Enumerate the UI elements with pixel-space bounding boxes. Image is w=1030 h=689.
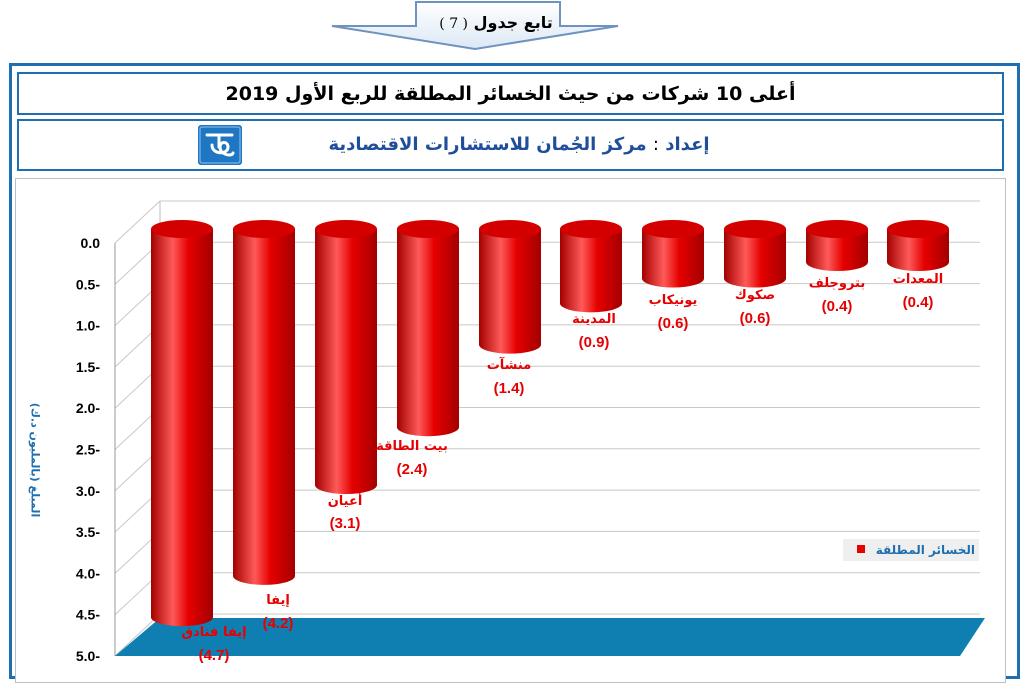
continuation-text: تابع جدول — [473, 13, 553, 32]
y-tick-label: 2.5- — [76, 442, 100, 458]
bar — [315, 220, 377, 495]
legend-swatch — [857, 545, 865, 553]
data-label: (0.6) — [740, 310, 771, 327]
chart-floor — [115, 618, 985, 656]
legend: الخسائر المطلقة — [843, 539, 979, 561]
legend-label: الخسائر المطلقة — [875, 543, 975, 557]
data-label: (4.7) — [199, 647, 230, 664]
bar — [724, 220, 786, 288]
data-label: (3.1) — [330, 515, 361, 532]
bar — [151, 220, 213, 627]
category-label: يونيكاب — [649, 293, 698, 308]
data-label: (2.4) — [397, 461, 428, 478]
y-tick-label: 4.0- — [76, 565, 100, 581]
category-label: المعدات — [893, 272, 943, 287]
prepared-by-box: إعداد : مركز الجُمان للاستشارات الاقتصاد… — [17, 119, 1004, 171]
grid-side-line — [114, 200, 161, 244]
data-label: (1.4) — [494, 380, 525, 397]
y-tick-label: 3.0- — [76, 483, 100, 499]
bar — [642, 220, 704, 288]
bar — [397, 220, 459, 437]
category-label: بيت الطاقة — [376, 439, 448, 454]
data-label: (4.2) — [263, 615, 294, 632]
y-tick-label: 1.0- — [76, 318, 100, 334]
category-label: إيفا فنادق — [181, 625, 246, 640]
y-tick-label: 4.5- — [76, 607, 100, 623]
continuation-label: تابع جدول ( 7 ) — [418, 8, 574, 38]
category-label: أعيان — [328, 492, 363, 509]
bar — [887, 220, 949, 272]
y-tick-label: 2.0- — [76, 400, 100, 416]
y-tick-label: 1.5- — [76, 359, 100, 375]
category-label: إيفا — [266, 593, 290, 608]
bar — [560, 220, 622, 313]
bar — [806, 220, 868, 272]
category-label: المدينة — [572, 312, 616, 327]
y-tick-label: 0.0 — [81, 235, 101, 251]
y-axis-label: المبلغ (بالمليون د.ك) — [28, 402, 42, 518]
data-label: (0.4) — [903, 294, 934, 311]
data-label: (0.9) — [579, 334, 610, 351]
category-label: منشآت — [487, 356, 532, 373]
prepared-by-text: إعداد : مركز الجُمان للاستشارات الاقتصاد… — [309, 121, 729, 169]
continuation-arrow-icon — [331, 1, 619, 50]
y-tick-label: 0.5- — [76, 276, 100, 292]
chart-title: أعلى 10 شركات من حيث الخسائر المطلقة للر… — [225, 83, 796, 105]
aljuman-logo-icon — [198, 125, 242, 165]
data-label: (0.6) — [658, 315, 689, 332]
chart-title-box: أعلى 10 شركات من حيث الخسائر المطلقة للر… — [17, 72, 1004, 115]
category-label: صكوك — [735, 288, 775, 303]
prepared-by-separator: : — [652, 134, 659, 155]
data-label: (0.4) — [822, 298, 853, 315]
bar — [479, 220, 541, 354]
y-tick-label: 3.5- — [76, 524, 100, 540]
category-label: بتروجلف — [809, 276, 866, 291]
grid-side-line — [114, 613, 161, 657]
prepared-by-label: إعداد — [665, 134, 710, 155]
y-tick-label: 5.0- — [76, 648, 100, 664]
bar — [233, 220, 295, 585]
prepared-by-name: مركز الجُمان للاستشارات الاقتصادية — [328, 134, 647, 155]
table-number: ( 7 ) — [439, 16, 469, 32]
